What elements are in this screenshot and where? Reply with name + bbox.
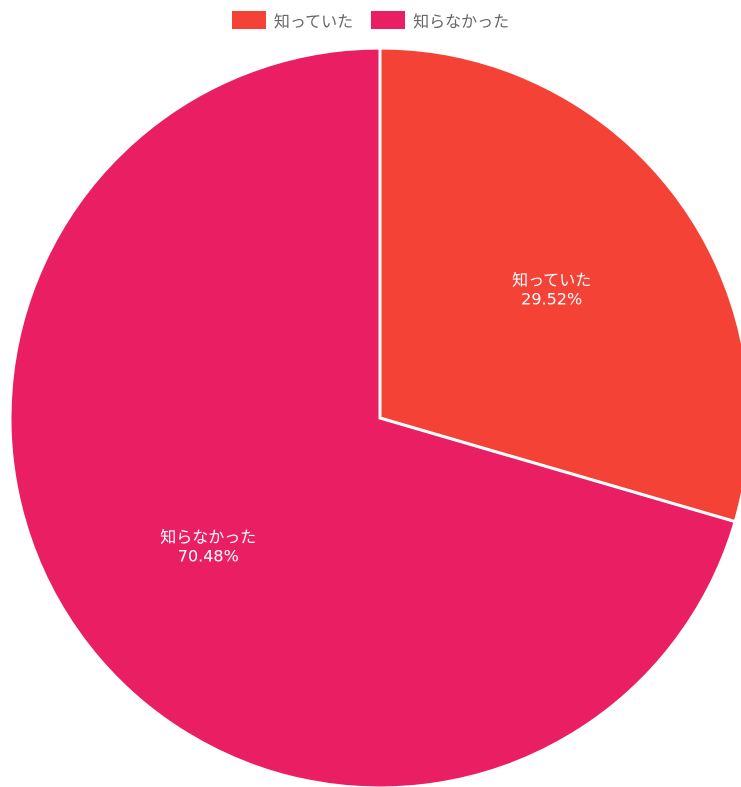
pie-slices xyxy=(8,46,741,787)
slice-label-knew-value: 29.52% xyxy=(521,289,582,308)
chart-legend: 知っていた 知らなかった xyxy=(0,8,741,32)
legend-label-knew: 知っていた xyxy=(273,12,354,31)
legend-item-did-not-know[interactable]: 知らなかった xyxy=(371,8,509,32)
legend-swatch-knew xyxy=(231,11,266,29)
slice-label-did-not-know-name: 知らなかった xyxy=(160,528,256,547)
legend-swatch-did-not-know xyxy=(371,11,406,29)
pie-slice-did-not-know[interactable] xyxy=(8,46,738,787)
legend-item-knew[interactable]: 知っていた xyxy=(231,8,354,32)
slice-label-did-not-know-value: 70.48% xyxy=(178,547,239,566)
slice-label-knew-name: 知っていた xyxy=(512,270,591,289)
legend-label-did-not-know: 知らなかった xyxy=(413,12,510,31)
pie-slice-knew[interactable] xyxy=(378,46,741,524)
